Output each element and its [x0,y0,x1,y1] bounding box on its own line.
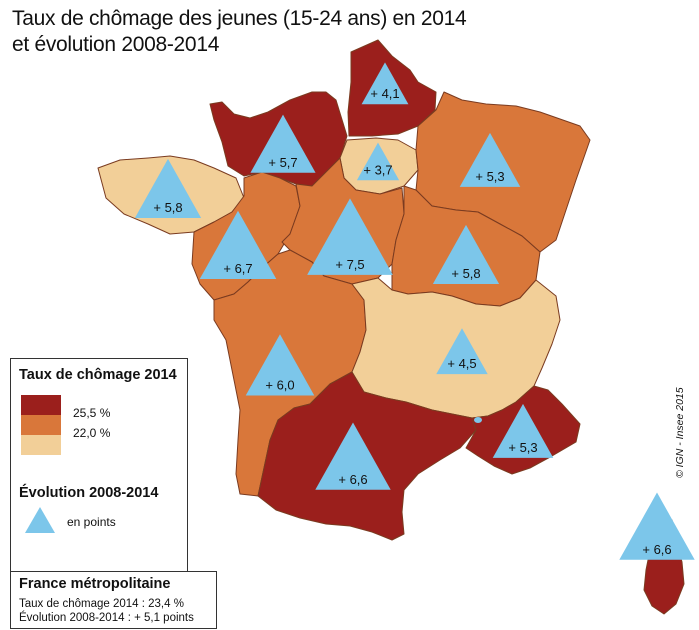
evolution-label: + 6,0 [265,377,294,392]
legend-swatch-high [21,395,61,415]
evolution-label: + 5,8 [451,266,480,281]
evolution-label: + 4,5 [447,356,476,371]
evolution-triangle [199,210,277,280]
summary-evolution: Évolution 2008-2014 : + 5,1 points [19,612,194,624]
evolution-triangle [432,224,500,285]
evolution-triangle [619,492,695,560]
evolution-label: + 5,7 [268,155,297,170]
evolution-label: + 7,5 [335,257,364,272]
map-title-line2: et évolution 2008-2014 [12,33,220,56]
evolution-triangle [307,198,393,275]
evolution-triangle [315,422,391,490]
legend-evolution-unit: en points [67,515,116,529]
evolution-triangle [436,328,488,375]
legend-threshold-high: 25,5 % [73,406,111,420]
legend-threshold-mid: 22,0 % [73,426,111,440]
legend-evolution-title: Évolution 2008-2014 [19,485,159,501]
evolution-triangle [492,403,554,458]
evolution-label: + 6,7 [223,261,252,276]
evolution-label: + 3,7 [363,162,392,177]
map-title: Taux de chômage des jeunes (15-24 ans) e… [12,6,467,58]
evolution-triangle [134,158,202,219]
legend-box: Taux de chômage 2014 25,5 % 22,0 % Évolu… [10,358,188,586]
evolution-triangles: + 4,1 + 5,7 + 3,7 + 5,3 + 5,8 + 6,7 + 7,5 + 5,8… [134,62,695,560]
evolution-triangle [356,142,400,181]
summary-box: France métropolitaine Taux de chômage 20… [10,571,217,629]
legend-swatch-low [21,435,61,455]
evolution-triangle [245,334,315,396]
map-title-line1: Taux de chômage des jeunes (15-24 ans) e… [12,7,467,30]
evolution-label: + 4,1 [370,86,399,101]
lake-leman-mark [474,417,482,423]
evolution-label: + 5,3 [475,169,504,184]
summary-rate: Taux de chômage 2014 : 23,4 % [19,598,184,610]
legend-rate-title: Taux de chômage 2014 [19,367,177,383]
legend-swatch-mid [21,415,61,435]
evolution-label: + 5,8 [153,200,182,215]
evolution-label: + 6,6 [338,472,367,487]
legend-triangle-icon [25,507,55,533]
evolution-label: + 5,3 [508,440,537,455]
evolution-label: + 6,6 [642,542,671,557]
evolution-triangle [361,62,409,105]
summary-title: France métropolitaine [19,576,171,592]
evolution-triangle [459,132,521,187]
copyright-notice: © IGN - Insee 2015 [674,387,686,478]
evolution-triangle [250,114,316,173]
